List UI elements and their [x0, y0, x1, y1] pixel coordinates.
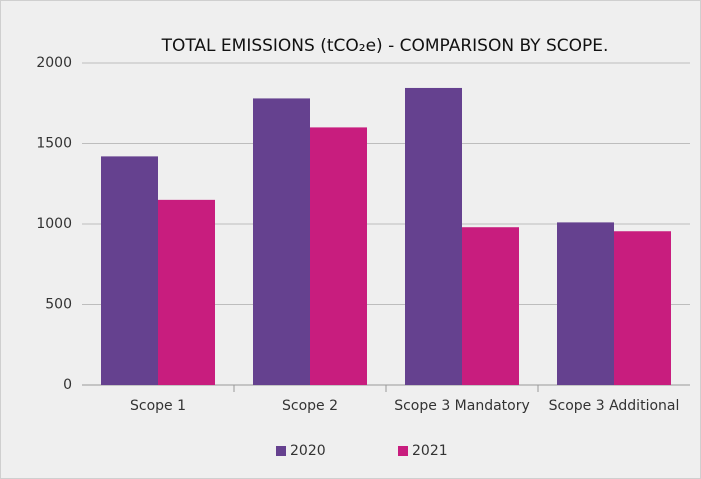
bar [557, 222, 614, 385]
bar [101, 156, 158, 385]
chart-title: TOTAL EMISSIONS (tCO₂e) - COMPARISON BY … [161, 36, 609, 56]
x-tick-label: Scope 1 [130, 398, 186, 414]
y-tick-label: 0 [63, 377, 72, 393]
bar [614, 231, 671, 385]
bar [405, 87, 462, 385]
x-tick-label: Scope 2 [282, 398, 338, 414]
legend-swatch [276, 446, 286, 456]
legend-label: 2021 [412, 443, 448, 459]
legend-label: 2020 [290, 443, 326, 459]
bar [158, 199, 215, 385]
bar [310, 127, 367, 386]
y-tick-label: 500 [45, 297, 72, 313]
y-tick-label: 1500 [36, 136, 72, 152]
legend-swatch [398, 446, 408, 456]
bar [462, 227, 519, 385]
y-tick-label: 1000 [36, 216, 72, 232]
x-tick-label: Scope 3 Additional [549, 398, 680, 414]
y-tick-label: 2000 [36, 55, 72, 71]
bar [253, 98, 310, 386]
x-tick-label: Scope 3 Mandatory [394, 398, 530, 414]
